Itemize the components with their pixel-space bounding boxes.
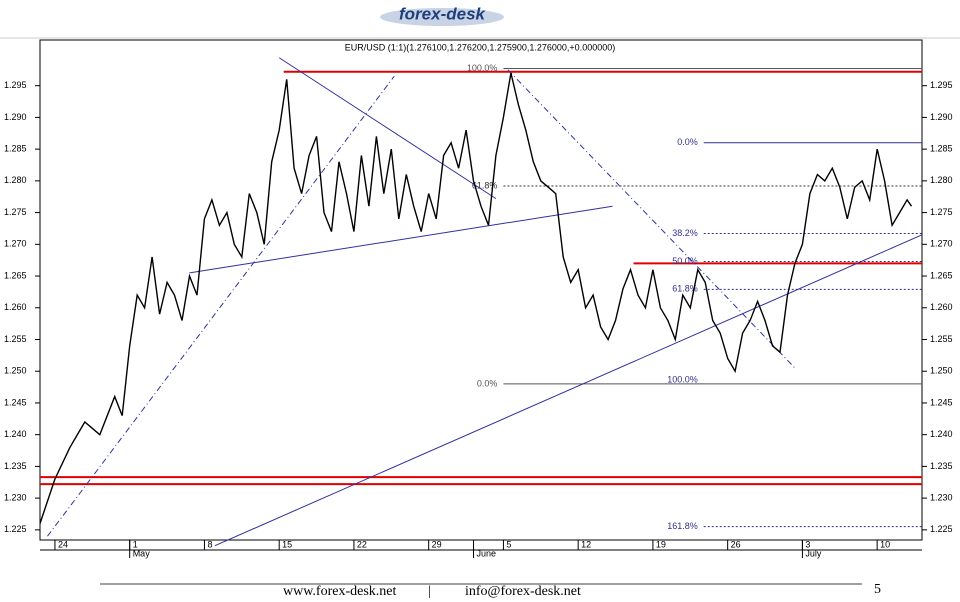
logo: forex-desk — [380, 4, 504, 26]
y2-tick-label: 1.245 — [930, 397, 953, 407]
y2-tick-label: 1.225 — [930, 524, 953, 534]
x-tick-label: 29 — [432, 539, 442, 549]
x-tick-label: 3 — [805, 539, 810, 549]
y2-tick-label: 1.250 — [930, 366, 953, 376]
fib-label: 100.0% — [667, 374, 698, 384]
footer-website: www.forex-desk.net — [283, 584, 397, 599]
fib-label: 0.0% — [677, 137, 698, 147]
y-tick-label: 1.290 — [4, 112, 27, 122]
x-tick-label: 24 — [58, 539, 68, 549]
y-tick-label: 1.280 — [4, 175, 27, 185]
y2-tick-label: 1.275 — [930, 207, 953, 217]
chart-title: EUR/USD (1:1)(1.276100,1.276200,1.275900… — [345, 42, 615, 52]
y2-tick-label: 1.235 — [930, 461, 953, 471]
y-tick-label: 1.270 — [4, 239, 27, 249]
trend-line — [189, 205, 613, 274]
y-tick-label: 1.265 — [4, 270, 27, 280]
y2-tick-label: 1.255 — [930, 334, 953, 344]
y2-tick-label: 1.230 — [930, 492, 953, 502]
y-tick-label: 1.285 — [4, 144, 27, 154]
y-tick-label: 1.245 — [4, 397, 27, 407]
y2-tick-label: 1.240 — [930, 429, 953, 439]
y-tick-label: 1.295 — [4, 80, 27, 90]
y-tick-label: 1.235 — [4, 461, 27, 471]
logo-text: forex-desk — [399, 4, 487, 23]
fib-label: 38.2% — [672, 228, 698, 238]
fib-label: 61.8% — [672, 284, 698, 294]
y-tick-label: 1.260 — [4, 302, 27, 312]
x-tick-label: 10 — [880, 539, 890, 549]
y-tick-label: 1.225 — [4, 524, 27, 534]
x-tick-label: 5 — [506, 539, 511, 549]
y2-tick-label: 1.285 — [930, 144, 953, 154]
y2-tick-label: 1.295 — [930, 80, 953, 90]
y-tick-label: 1.275 — [4, 207, 27, 217]
y2-tick-label: 1.260 — [930, 302, 953, 312]
trend-line — [278, 57, 497, 200]
footer-separator: | — [428, 584, 431, 599]
x-tick-label: 1 — [133, 539, 138, 549]
x-tick-label: 15 — [282, 539, 292, 549]
y-tick-label: 1.255 — [4, 334, 27, 344]
y-tick-label: 1.230 — [4, 492, 27, 502]
y2-tick-label: 1.270 — [930, 239, 953, 249]
month-label: July — [805, 548, 822, 558]
fib-label: 161.8% — [667, 521, 698, 531]
trend-line — [507, 69, 796, 369]
y2-tick-label: 1.280 — [930, 175, 953, 185]
footer-email: info@forex-desk.net — [465, 584, 581, 599]
x-tick-label: 12 — [581, 539, 591, 549]
x-tick-label: 26 — [731, 539, 741, 549]
month-label: June — [477, 548, 497, 558]
plot-frame — [39, 39, 923, 541]
footer-page: 5 — [874, 582, 881, 597]
x-tick-label: 19 — [656, 539, 666, 549]
fib-label: 100.0% — [467, 63, 498, 73]
fib-label: 0.0% — [477, 378, 498, 388]
x-tick-label: 8 — [207, 539, 212, 549]
price-line — [39, 72, 913, 524]
trend-line — [47, 75, 395, 537]
month-label: May — [133, 548, 151, 558]
fib-label: 61.8% — [472, 180, 498, 190]
y2-tick-label: 1.265 — [930, 270, 953, 280]
y2-tick-label: 1.290 — [930, 112, 953, 122]
y-tick-label: 1.250 — [4, 366, 27, 376]
logo-swoosh — [380, 8, 504, 26]
x-tick-label: 22 — [357, 539, 367, 549]
y-tick-label: 1.240 — [4, 429, 27, 439]
fib-label: 50.0% — [672, 256, 698, 266]
trend-line — [214, 234, 923, 547]
